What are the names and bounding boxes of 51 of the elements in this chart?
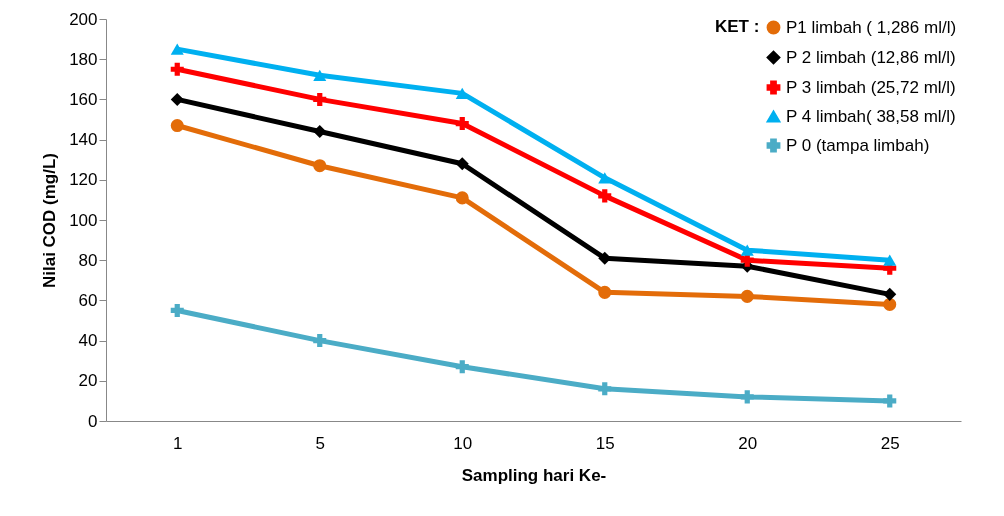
- legend-label: P 0 (tampa limbah): [786, 135, 930, 155]
- point: [313, 125, 327, 139]
- point: [170, 119, 184, 133]
- x-tick-label: 25: [880, 433, 900, 453]
- point: [883, 287, 897, 301]
- legend-label: P1 limbah ( 1,286 ml/l): [786, 17, 957, 37]
- point: [740, 244, 754, 256]
- y-tick-label: 160: [69, 89, 98, 109]
- y-tick-label: 200: [69, 9, 98, 29]
- point: [598, 172, 612, 184]
- y-tick-label: 100: [69, 210, 98, 230]
- point: [313, 334, 327, 348]
- y-tick-label: 120: [69, 170, 98, 190]
- point: [170, 92, 184, 106]
- x-tick-label: 5: [315, 433, 325, 453]
- point: [313, 159, 327, 173]
- y-tick-label: 60: [78, 290, 98, 310]
- y-tick-label: 80: [78, 250, 98, 270]
- legend-label: P 3 limbah (25,72 ml/l): [786, 77, 956, 97]
- point: [598, 189, 612, 203]
- point: [455, 87, 469, 100]
- point: [313, 92, 327, 106]
- point: [170, 303, 184, 317]
- point: [598, 382, 612, 396]
- x-tick-label: 1: [173, 433, 183, 453]
- y-tick-label: 40: [78, 331, 98, 351]
- y-tick-label: 180: [69, 49, 98, 69]
- y-axis-title: Nilai COD (mg/L): [40, 152, 60, 289]
- point: [455, 117, 469, 131]
- point: [740, 289, 754, 303]
- point: [883, 254, 897, 266]
- point: [455, 191, 469, 205]
- point: [740, 390, 754, 404]
- point: [883, 297, 897, 311]
- point: [598, 285, 612, 299]
- y-tick-label: 20: [78, 371, 98, 391]
- y-tick-label: 0: [88, 411, 98, 431]
- point: [455, 360, 469, 374]
- legend-label: P 2 limbah (12,86 ml/l): [786, 47, 956, 67]
- point: [883, 394, 897, 408]
- point: [170, 43, 184, 55]
- x-axis-title: Sampling hari Ke-: [461, 465, 607, 485]
- point: [455, 157, 469, 171]
- x-tick-label: 20: [738, 433, 758, 453]
- x-tick-label: 15: [595, 433, 615, 453]
- legend-label: P 4 limbah( 38,58 ml/l): [786, 106, 956, 126]
- x-tick-label: 10: [453, 433, 473, 453]
- point: [313, 69, 327, 81]
- y-tick-label: 140: [69, 130, 98, 150]
- point: [170, 62, 184, 76]
- legend-title: KET :: [715, 17, 760, 36]
